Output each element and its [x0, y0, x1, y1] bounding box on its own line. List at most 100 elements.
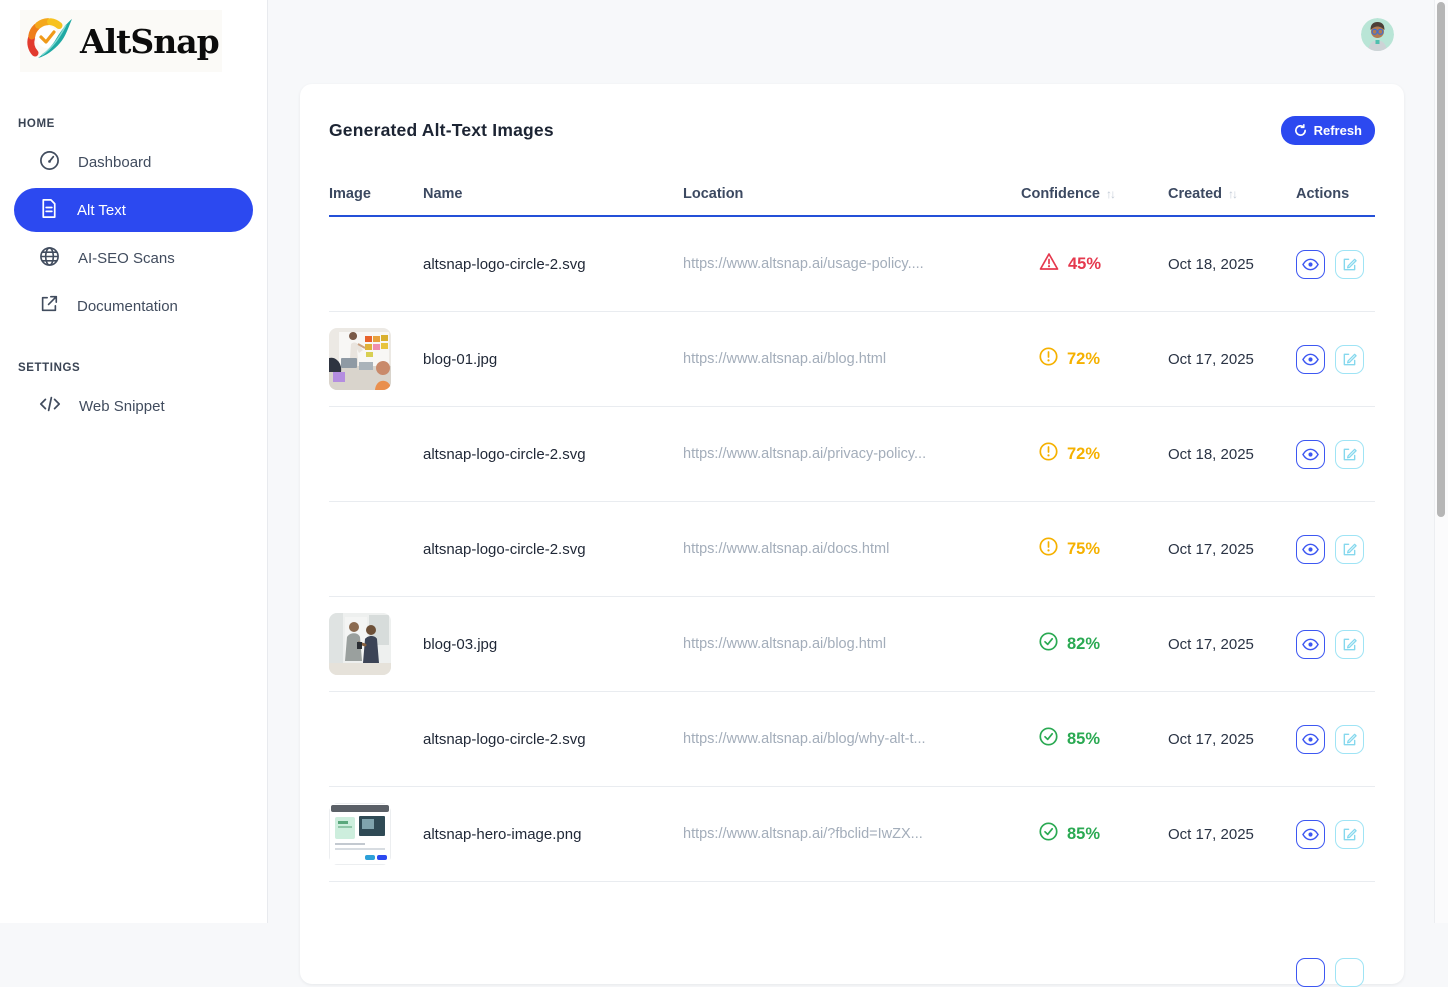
edit-button[interactable] — [1335, 249, 1364, 279]
sidebar-item-label: Documentation — [77, 297, 178, 315]
view-button[interactable] — [1296, 629, 1325, 659]
image-location-url: https://www.altsnap.ai/docs.html — [683, 541, 890, 557]
confidence-value: 45% — [1021, 252, 1168, 276]
confidence-value: 72% — [1021, 347, 1168, 371]
confidence-value: 82% — [1021, 632, 1168, 656]
image-name: altsnap-logo-circle-2.svg — [423, 445, 586, 463]
sidebar-item-dashboard[interactable]: Dashboard — [14, 140, 253, 184]
column-header-name: Name — [423, 186, 463, 202]
confidence-status-icon — [1039, 347, 1058, 371]
view-button[interactable] — [1296, 958, 1325, 987]
view-button[interactable] — [1296, 344, 1325, 374]
confidence-status-icon — [1039, 632, 1058, 656]
column-header-created[interactable]: Created ↑↓ — [1168, 186, 1238, 202]
column-header-confidence[interactable]: Confidence ↑↓ — [1021, 186, 1116, 202]
refresh-button[interactable]: Refresh — [1280, 116, 1375, 145]
brand-logo[interactable]: AltSnap — [20, 10, 222, 72]
column-header-image: Image — [329, 186, 371, 202]
page-title: Generated Alt-Text Images — [329, 120, 554, 140]
view-button[interactable] — [1296, 724, 1325, 754]
meeting-photo-thumbnail — [329, 328, 391, 390]
view-button[interactable] — [1296, 439, 1325, 469]
confidence-status-icon — [1039, 442, 1058, 466]
table-row: altsnap-logo-circle-2.svg https://www.al… — [329, 692, 1375, 787]
sidebar-item-label: Alt Text — [77, 201, 126, 219]
alt-text-table: Image Name Location Confidence ↑↓ Create… — [329, 173, 1375, 987]
sidebar-item-ai-seo-scans[interactable]: AI-SEO Scans — [14, 236, 253, 280]
sidebar-item-documentation[interactable]: Documentation — [14, 284, 253, 328]
confidence-status-icon — [1039, 822, 1058, 846]
confidence-value: 75% — [1021, 537, 1168, 561]
edit-button[interactable] — [1335, 629, 1364, 659]
sidebar: AltSnap HOME Dashboard Alt Text AI-SEO S… — [0, 0, 268, 923]
sidebar-item-web-snippet[interactable]: Web Snippet — [14, 384, 253, 428]
created-date: Oct 17, 2025 — [1168, 825, 1254, 843]
businessmen-photo-thumbnail — [329, 613, 391, 675]
edit-button[interactable] — [1335, 724, 1364, 754]
webpage-screenshot-thumbnail — [329, 803, 391, 865]
table-row: blog-03.jpg https://www.altsnap.ai/blog.… — [329, 597, 1375, 692]
document-icon — [39, 198, 59, 223]
created-date: Oct 17, 2025 — [1168, 350, 1254, 368]
edit-button[interactable] — [1335, 958, 1364, 987]
table-body: altsnap-logo-circle-2.svg https://www.al… — [329, 217, 1375, 882]
column-header-location: Location — [683, 186, 744, 202]
view-button[interactable] — [1296, 249, 1325, 279]
sort-arrows-icon[interactable]: ↑↓ — [1105, 187, 1116, 201]
edit-button[interactable] — [1335, 439, 1364, 469]
sidebar-item-label: Web Snippet — [79, 397, 165, 415]
external-link-icon — [39, 294, 59, 318]
table-row: altsnap-hero-image.png https://www.altsn… — [329, 787, 1375, 882]
image-location-url: https://www.altsnap.ai/blog/why-alt-t... — [683, 731, 926, 747]
alt-text-images-card: Generated Alt-Text Images Refresh Image … — [300, 84, 1404, 987]
sidebar-item-alt-text[interactable]: Alt Text — [14, 188, 253, 232]
refresh-label: Refresh — [1313, 123, 1362, 138]
image-location-url: https://www.altsnap.ai/usage-policy.... — [683, 256, 924, 272]
scrollbar-track[interactable] — [1434, 0, 1448, 923]
edit-button[interactable] — [1335, 344, 1364, 374]
image-name: altsnap-logo-circle-2.svg — [423, 255, 586, 273]
view-button[interactable] — [1296, 534, 1325, 564]
image-name: altsnap-hero-image.png — [423, 825, 582, 843]
image-location-url: https://www.altsnap.ai/?fbclid=IwZX... — [683, 826, 923, 842]
confidence-status-icon — [1039, 727, 1058, 751]
image-location-url: https://www.altsnap.ai/privacy-policy... — [683, 446, 927, 462]
confidence-value: 85% — [1021, 822, 1168, 846]
altsnap-gauge-feather-logo-icon — [22, 12, 76, 71]
edit-button[interactable] — [1335, 819, 1364, 849]
image-location-url: https://www.altsnap.ai/blog.html — [683, 636, 887, 652]
table-row: blog-01.jpg https://www.altsnap.ai/blog.… — [329, 312, 1375, 407]
column-header-actions: Actions — [1296, 186, 1350, 202]
code-icon — [39, 395, 61, 417]
image-thumbnail-cell — [329, 613, 423, 675]
confidence-status-icon — [1039, 537, 1058, 561]
edit-button[interactable] — [1335, 534, 1364, 564]
sidebar-item-label: AI-SEO Scans — [78, 249, 175, 267]
sort-arrows-icon[interactable]: ↑↓ — [1228, 187, 1238, 201]
table-row: altsnap-logo-circle-2.svg https://www.al… — [329, 217, 1375, 312]
table-row-partial — [329, 882, 1375, 987]
gauge-icon — [39, 150, 60, 175]
user-avatar[interactable] — [1361, 18, 1394, 51]
brand-name: AltSnap — [80, 21, 220, 61]
image-name: blog-03.jpg — [423, 635, 498, 653]
confidence-status-icon — [1039, 252, 1059, 276]
created-date: Oct 18, 2025 — [1168, 255, 1254, 273]
image-name: blog-01.jpg — [423, 350, 498, 368]
created-date: Oct 17, 2025 — [1168, 635, 1254, 653]
image-name: altsnap-logo-circle-2.svg — [423, 540, 586, 558]
main-content: Generated Alt-Text Images Refresh Image … — [268, 0, 1448, 987]
image-location-url: https://www.altsnap.ai/blog.html — [683, 351, 887, 367]
created-date: Oct 17, 2025 — [1168, 540, 1254, 558]
table-row: altsnap-logo-circle-2.svg https://www.al… — [329, 407, 1375, 502]
image-name: altsnap-logo-circle-2.svg — [423, 730, 586, 748]
sidebar-section-home: HOME — [18, 118, 55, 130]
table-row: altsnap-logo-circle-2.svg https://www.al… — [329, 502, 1375, 597]
scrollbar-thumb[interactable] — [1437, 2, 1445, 517]
table-header-row: Image Name Location Confidence ↑↓ Create… — [329, 173, 1375, 217]
confidence-value: 72% — [1021, 442, 1168, 466]
confidence-value: 85% — [1021, 727, 1168, 751]
image-thumbnail-cell — [329, 328, 423, 390]
sidebar-section-settings: SETTINGS — [18, 362, 81, 374]
view-button[interactable] — [1296, 819, 1325, 849]
